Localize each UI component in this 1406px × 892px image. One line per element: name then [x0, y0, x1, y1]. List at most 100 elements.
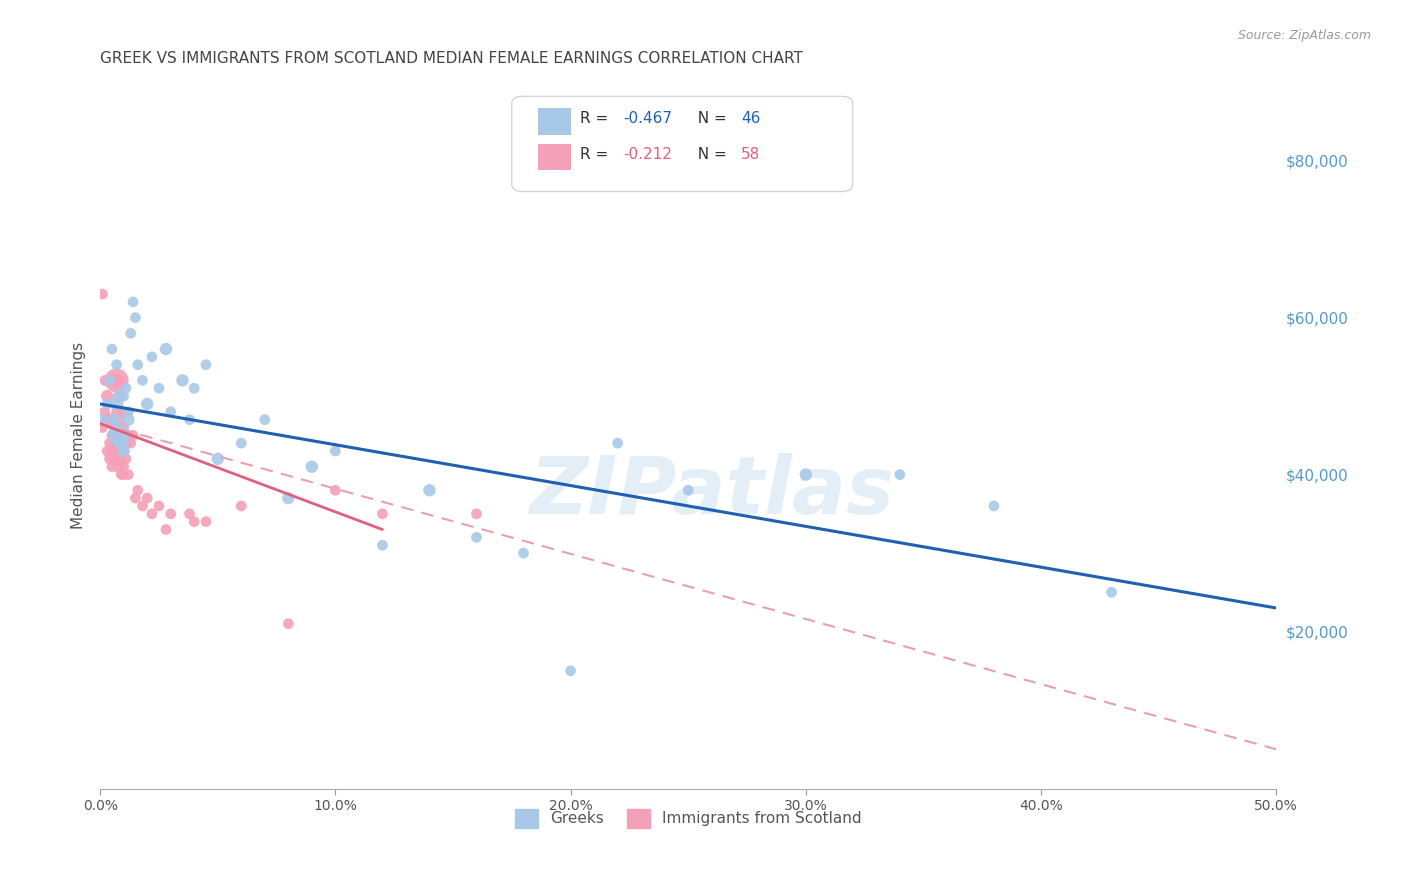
Point [159, 405, 181, 419]
Point [159, 507, 181, 521]
Point [94, 373, 117, 387]
Point [112, 444, 135, 458]
Point [112, 420, 135, 434]
Text: N =: N = [688, 147, 731, 162]
Point [112, 444, 135, 458]
Text: N =: N = [688, 112, 731, 127]
Point [179, 412, 201, 426]
Point [124, 491, 146, 505]
Point [112, 405, 135, 419]
Point [301, 459, 323, 474]
Point [117, 467, 139, 482]
Text: -0.467: -0.467 [623, 112, 672, 127]
Point [183, 381, 205, 395]
Point [96, 444, 118, 458]
Point [148, 499, 170, 513]
Point [108, 412, 131, 426]
Point [231, 499, 253, 513]
Point [91, 287, 114, 301]
Point [512, 546, 534, 560]
Text: R =: R = [581, 147, 613, 162]
Point [105, 373, 128, 387]
Point [110, 451, 132, 466]
Point [112, 467, 135, 482]
Point [98, 451, 121, 466]
Point [277, 616, 299, 631]
Point [103, 436, 125, 450]
Point [98, 373, 121, 387]
Text: ZIPatlas: ZIPatlas [529, 453, 894, 531]
Point [172, 373, 194, 387]
Point [108, 389, 131, 403]
Point [124, 310, 146, 325]
Point [207, 451, 229, 466]
Point [105, 358, 128, 372]
Legend: Greeks, Immigrants from Scotland: Greeks, Immigrants from Scotland [509, 803, 868, 834]
Point [112, 436, 135, 450]
Point [101, 428, 124, 442]
Point [96, 412, 118, 426]
Point [231, 436, 253, 450]
Point [127, 358, 149, 372]
FancyBboxPatch shape [537, 108, 571, 135]
Point [108, 428, 131, 442]
Point [983, 499, 1005, 513]
Point [105, 428, 128, 442]
Point [110, 467, 132, 482]
Point [141, 507, 163, 521]
Point [110, 436, 132, 450]
Point [194, 515, 217, 529]
Point [194, 358, 217, 372]
Point [94, 405, 117, 419]
Text: R =: R = [581, 112, 613, 127]
Point [277, 491, 299, 505]
Point [179, 507, 201, 521]
Point [418, 483, 440, 498]
Point [96, 389, 118, 403]
Point [122, 294, 145, 309]
Point [91, 420, 114, 434]
Point [108, 459, 131, 474]
Point [127, 483, 149, 498]
Point [103, 412, 125, 426]
Text: 46: 46 [741, 112, 761, 127]
Point [325, 444, 347, 458]
Point [131, 499, 153, 513]
Point [117, 428, 139, 442]
Point [155, 523, 177, 537]
Point [105, 397, 128, 411]
Point [141, 350, 163, 364]
Point [183, 515, 205, 529]
Point [889, 467, 911, 482]
FancyBboxPatch shape [512, 96, 853, 192]
Point [155, 342, 177, 356]
Text: Source: ZipAtlas.com: Source: ZipAtlas.com [1237, 29, 1371, 42]
Point [371, 507, 394, 521]
Point [91, 412, 114, 426]
Point [101, 459, 124, 474]
Point [112, 389, 135, 403]
Point [325, 483, 347, 498]
Point [253, 412, 276, 426]
Point [122, 428, 145, 442]
Point [560, 664, 582, 678]
Point [117, 412, 139, 426]
Point [794, 467, 817, 482]
Point [115, 436, 138, 450]
Point [98, 436, 121, 450]
Point [120, 436, 142, 450]
Point [110, 389, 132, 403]
Point [606, 436, 628, 450]
Point [101, 342, 124, 356]
Point [96, 397, 118, 411]
Point [136, 491, 159, 505]
Point [1101, 585, 1123, 599]
Point [676, 483, 699, 498]
Point [103, 420, 125, 434]
Y-axis label: Median Female Earnings: Median Female Earnings [72, 342, 86, 529]
Point [148, 381, 170, 395]
Text: 58: 58 [741, 147, 761, 162]
Point [117, 405, 139, 419]
Point [131, 373, 153, 387]
Point [98, 412, 121, 426]
